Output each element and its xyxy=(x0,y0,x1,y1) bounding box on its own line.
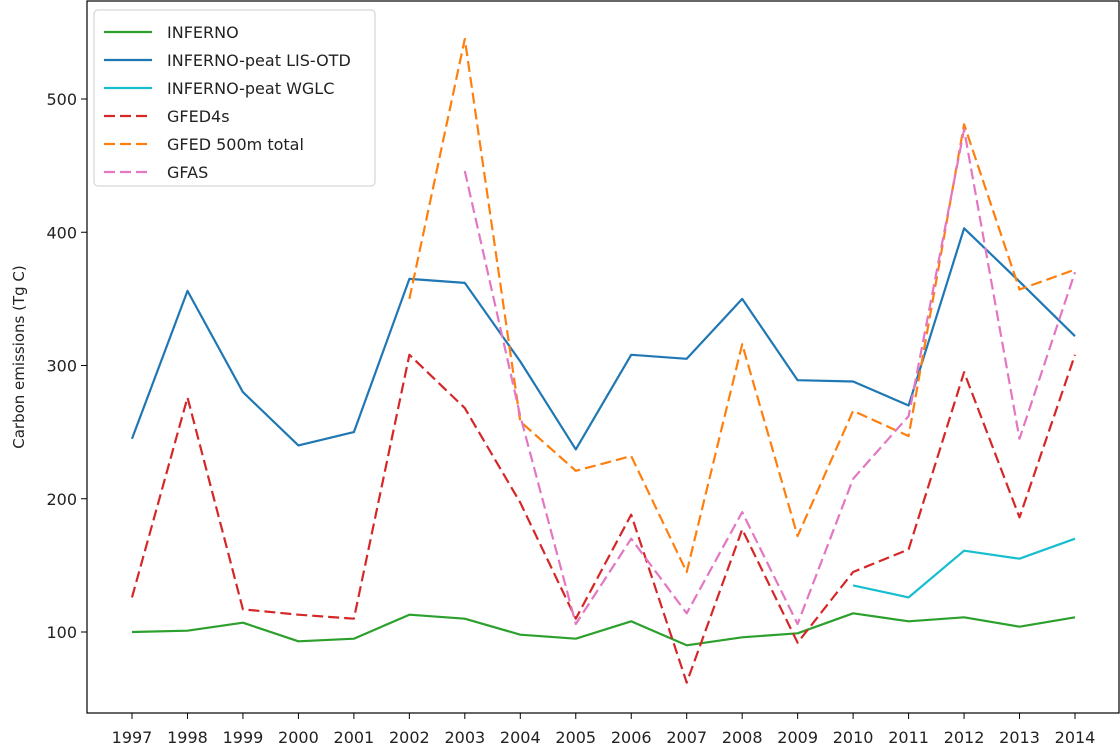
x-tick-label: 2010 xyxy=(833,728,874,747)
x-tick-label: 2013 xyxy=(999,728,1040,747)
legend-label: GFAS xyxy=(167,163,208,182)
x-tick-label: 2006 xyxy=(611,728,652,747)
x-tick-label: 2000 xyxy=(278,728,319,747)
series-layer xyxy=(130,37,1077,684)
y-tick-label: 200 xyxy=(46,490,77,509)
x-tick-label: 2012 xyxy=(944,728,985,747)
plot-frame xyxy=(86,0,1120,714)
series-line-5 xyxy=(408,37,1076,574)
y-tick-label: 300 xyxy=(46,357,77,376)
x-tick-label: 1999 xyxy=(223,728,264,747)
legend-label: INFERNO-peat LIS-OTD xyxy=(167,51,351,70)
y-tick-label: 100 xyxy=(46,623,77,642)
x-tick-label: 2002 xyxy=(389,728,430,747)
series-line-1 xyxy=(131,612,1076,647)
series-line-6 xyxy=(463,128,1077,626)
x-tick-label: 2014 xyxy=(1055,728,1096,747)
legend-box xyxy=(93,9,376,187)
legend-label: GFED 500m total xyxy=(167,135,304,154)
x-tick-label: 1998 xyxy=(167,728,208,747)
y-tick-label: 400 xyxy=(46,223,77,242)
legend-label: INFERNO-peat WGLC xyxy=(167,79,334,98)
x-tick-label: 2004 xyxy=(500,728,541,747)
legend-label: GFED4s xyxy=(167,107,230,126)
y-tick-label: 500 xyxy=(46,90,77,109)
y-axis-label: Carbon emissions (Tg C) xyxy=(10,265,28,449)
legend: INFERNO INFERNO-peat LIS-OTD INFERNO-peat … xyxy=(93,9,376,187)
x-tick-label: 1997 xyxy=(112,728,153,747)
x-tick-label: 2007 xyxy=(666,728,707,747)
series-line-3 xyxy=(852,537,1076,599)
x-tick-label: 2005 xyxy=(555,728,596,747)
series-line-2 xyxy=(130,227,1076,451)
x-tick-label: 2001 xyxy=(334,728,375,747)
x-tick-label: 2003 xyxy=(444,728,485,747)
y-axis: 100 200 300 400 500 xyxy=(46,90,87,642)
x-tick-label: 2009 xyxy=(777,728,818,747)
x-tick-label: 2011 xyxy=(888,728,929,747)
x-tick-label: 2008 xyxy=(722,728,763,747)
legend-label: INFERNO xyxy=(167,23,239,42)
series-line-4 xyxy=(130,353,1077,684)
x-axis: 1997 1998 1999 2000 2001 2002 2003 2004 2005 2006… xyxy=(112,713,1096,747)
